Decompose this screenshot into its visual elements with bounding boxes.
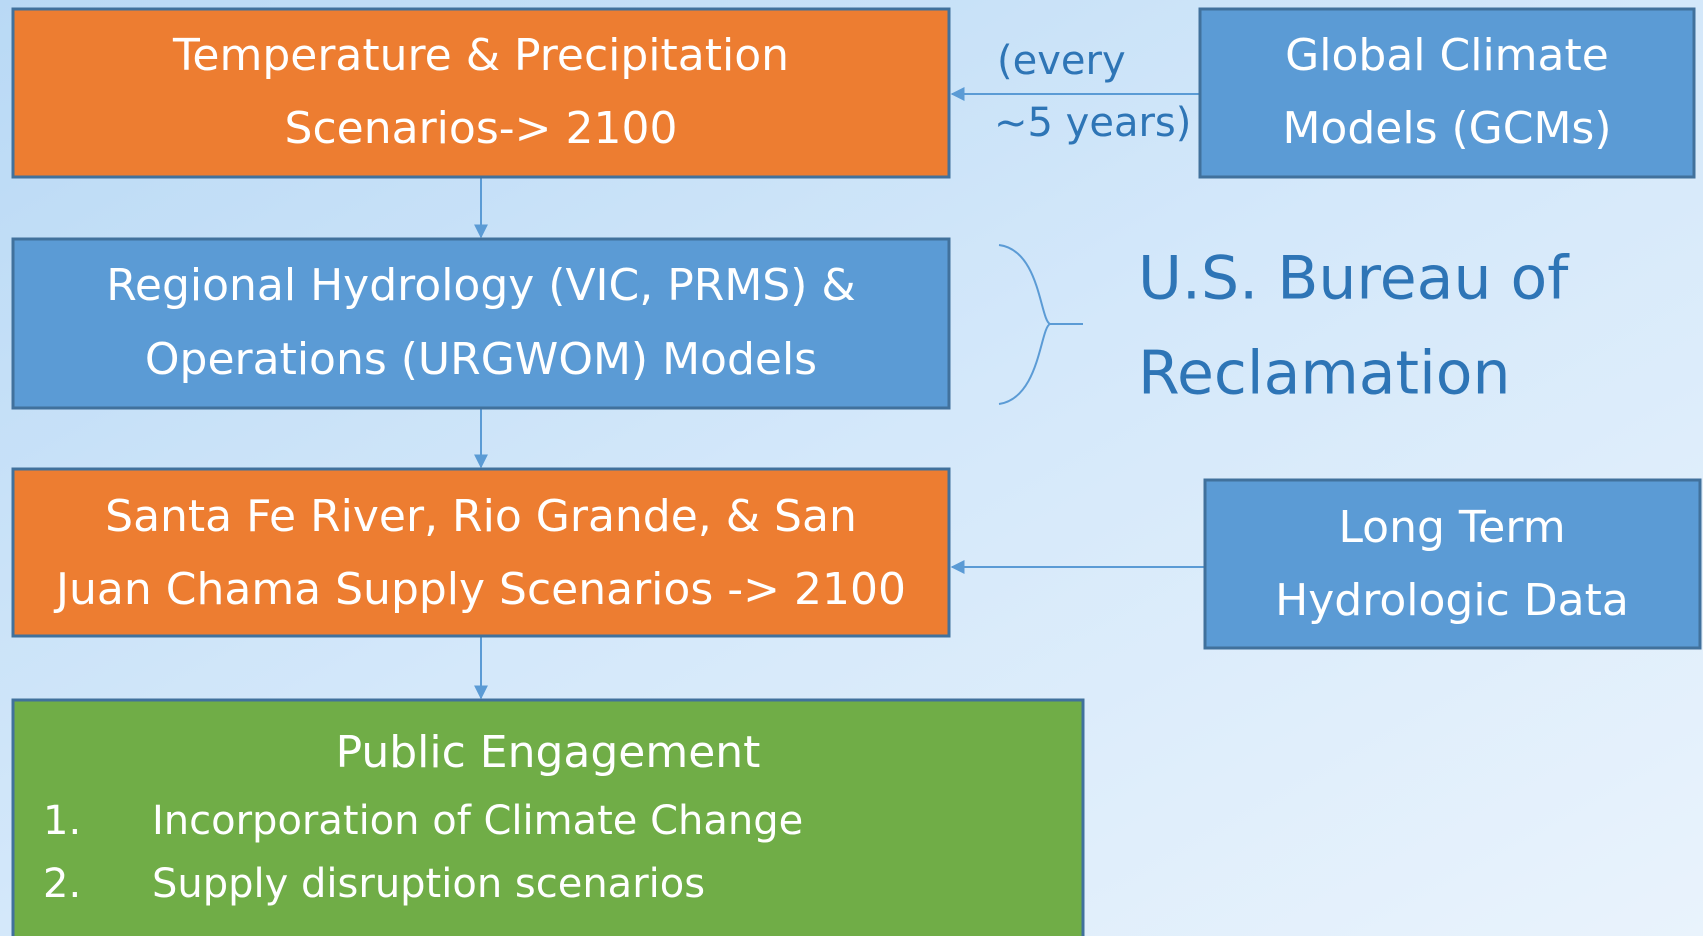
node-text: Santa Fe River, Rio Grande, & San xyxy=(105,491,857,542)
node-text: Regional Hydrology (VIC, PRMS) & xyxy=(106,260,855,311)
box xyxy=(11,467,951,638)
item-text: Incorporation of Climate Change xyxy=(152,798,803,844)
node-text: Models (GCMs) xyxy=(1282,103,1611,154)
node-text: Long Term xyxy=(1338,502,1565,553)
item-text: Supply disruption scenarios xyxy=(152,861,705,907)
box xyxy=(11,237,951,410)
box xyxy=(1203,478,1702,650)
node-text: Operations (URGWOM) Models xyxy=(145,334,817,385)
box xyxy=(11,7,951,179)
item-number: 1. xyxy=(43,798,81,844)
agency: Reclamation xyxy=(1138,339,1510,409)
item-number: 2. xyxy=(43,861,81,907)
node-text: Hydrologic Data xyxy=(1275,575,1629,626)
node-text: Juan Chama Supply Scenarios -> 2100 xyxy=(53,564,906,615)
node-text: Temperature & Precipitation xyxy=(172,30,789,81)
box xyxy=(1198,7,1696,179)
annotation: (every xyxy=(997,38,1126,84)
node-text: Scenarios-> 2100 xyxy=(285,103,678,154)
engagement-title: Public Engagement xyxy=(336,727,761,778)
annotation: ~5 years) xyxy=(994,100,1191,146)
agency: U.S. Bureau of xyxy=(1138,244,1570,314)
brace xyxy=(998,244,1083,405)
box xyxy=(11,698,1085,936)
node-text: Global Climate xyxy=(1285,30,1609,81)
